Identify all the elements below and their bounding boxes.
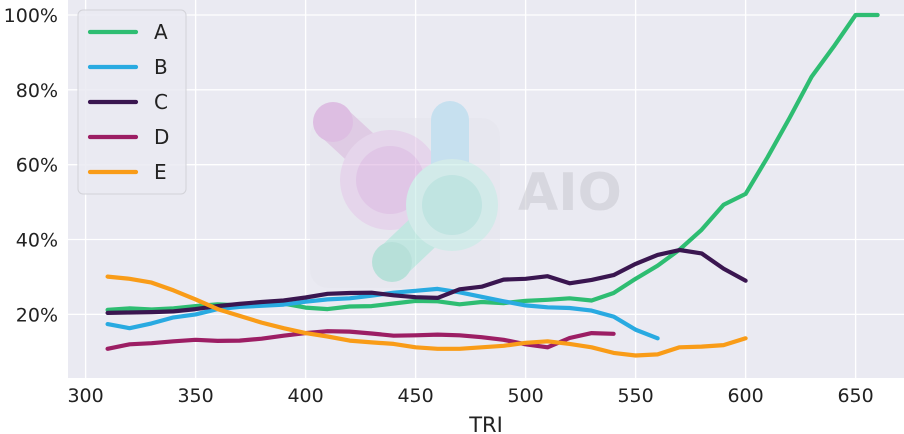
legend-label-e: E: [154, 160, 167, 184]
legend-label-b: B: [154, 55, 168, 79]
x-tick-label: 400: [287, 385, 323, 407]
x-tick-label: 650: [837, 385, 873, 407]
x-tick-label: 450: [397, 385, 433, 407]
legend-label-d: D: [154, 125, 169, 149]
aio-watermark: AIO: [310, 101, 622, 288]
x-tick-label: 600: [727, 385, 763, 407]
y-tick-label: 40%: [16, 230, 58, 252]
x-tick-label: 550: [617, 385, 653, 407]
legend-label-c: C: [154, 90, 168, 114]
x-tick-labels: 300 350 400 450 500 550 600 650: [67, 385, 873, 407]
x-tick-label: 500: [507, 385, 543, 407]
watermark-text: AIO: [518, 163, 622, 223]
y-tick-label: 80%: [16, 80, 58, 102]
x-tick-label: 350: [177, 385, 213, 407]
y-tick-label: 20%: [16, 304, 58, 326]
x-axis-title: TRI: [468, 413, 503, 434]
y-tick-label: 100%: [4, 5, 58, 27]
legend-label-a: A: [154, 20, 168, 44]
series-lines: [105, 12, 880, 358]
y-tick-label: 60%: [16, 155, 58, 177]
series-line-d: [105, 329, 616, 351]
series-line-e: [105, 274, 748, 358]
y-tick-labels: 20% 40% 60% 80% 100%: [4, 5, 58, 326]
x-tick-label: 300: [67, 385, 103, 407]
